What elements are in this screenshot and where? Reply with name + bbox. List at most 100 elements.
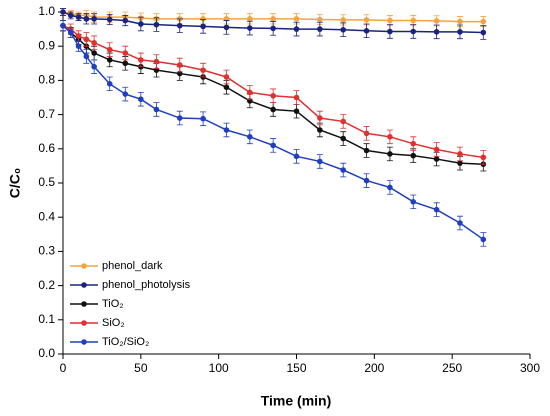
- x-tick-label: 200: [364, 361, 384, 375]
- data-point: [410, 17, 417, 24]
- data-point: [363, 17, 370, 23]
- data-point: [75, 14, 82, 20]
- data-point: [387, 17, 393, 24]
- legend-label: TiO₂/SiO₂: [102, 336, 149, 348]
- x-tick-label: 100: [209, 361, 229, 375]
- data-point: [293, 153, 300, 160]
- data-point: [480, 236, 487, 243]
- data-point: [457, 18, 463, 25]
- data-point: [106, 81, 113, 87]
- data-point: [122, 60, 129, 67]
- data-point: [247, 16, 253, 22]
- y-tick-label: 0.1: [38, 312, 55, 326]
- data-point: [153, 106, 160, 113]
- data-point: [317, 26, 323, 32]
- data-point: [480, 18, 487, 25]
- data-point: [433, 146, 440, 153]
- data-point: [83, 36, 90, 43]
- x-tick-label: 0: [60, 361, 67, 375]
- y-tick-label: 0.4: [38, 209, 55, 223]
- data-point: [75, 33, 82, 39]
- data-point: [223, 24, 230, 31]
- data-point: [387, 28, 393, 35]
- data-point: [340, 118, 347, 125]
- legend-label: SiO₂: [102, 317, 125, 329]
- data-point: [293, 108, 300, 114]
- y-tick-label: 0.5: [38, 175, 55, 189]
- data-point: [340, 17, 347, 23]
- y-tick-label: 0.3: [38, 244, 55, 258]
- data-point: [247, 89, 253, 96]
- data-point: [410, 199, 417, 205]
- data-point: [317, 127, 323, 133]
- data-point: [457, 29, 463, 35]
- data-point: [480, 29, 487, 36]
- data-point: [223, 84, 230, 91]
- x-tick-label: 300: [520, 361, 540, 375]
- data-point: [91, 63, 97, 70]
- data-point: [363, 28, 370, 34]
- data-point: [363, 130, 370, 137]
- data-point: [363, 177, 370, 184]
- data-point: [340, 167, 347, 173]
- data-point: [433, 206, 440, 213]
- y-tick-label: 0.7: [38, 107, 55, 121]
- data-point: [122, 91, 129, 97]
- y-tick-label: 0.0: [38, 346, 55, 360]
- data-point: [410, 152, 417, 159]
- x-axis-title: Time (min): [261, 393, 332, 409]
- data-point: [293, 16, 300, 22]
- y-tick-label: 1.0: [38, 4, 55, 18]
- data-point: [433, 156, 440, 162]
- data-point: [138, 96, 144, 103]
- data-point: [138, 21, 144, 27]
- data-point: [433, 29, 440, 35]
- data-point: [457, 160, 463, 166]
- data-point: [75, 43, 82, 49]
- y-tick-label: 0.6: [38, 141, 55, 155]
- legend-marker: [81, 282, 87, 288]
- data-point: [83, 53, 90, 60]
- data-point: [176, 62, 183, 68]
- data-point: [293, 94, 300, 101]
- data-point: [200, 115, 206, 122]
- data-point: [270, 16, 276, 22]
- data-point: [270, 106, 276, 113]
- data-point: [363, 147, 370, 154]
- legend-label: phenol_photolysis: [102, 279, 191, 291]
- data-point: [410, 28, 417, 35]
- data-point: [270, 142, 276, 149]
- data-point: [176, 22, 183, 29]
- data-point: [223, 127, 230, 133]
- x-tick-label: 250: [442, 361, 462, 375]
- data-point: [340, 26, 347, 33]
- data-point: [457, 220, 463, 226]
- data-point: [91, 39, 97, 46]
- data-point: [106, 16, 113, 23]
- data-point: [153, 21, 160, 28]
- data-point: [91, 50, 97, 56]
- data-point: [433, 18, 440, 24]
- data-point: [60, 22, 66, 29]
- y-tick-label: 0.8: [38, 73, 55, 87]
- data-point: [83, 16, 90, 22]
- data-point: [176, 115, 183, 121]
- y-tick-label: 0.2: [38, 278, 55, 292]
- data-point: [317, 158, 323, 165]
- data-point: [340, 135, 347, 142]
- data-point: [106, 57, 113, 63]
- x-tick-label: 150: [286, 361, 306, 375]
- data-point: [122, 17, 129, 24]
- data-point: [223, 74, 230, 80]
- data-point: [247, 25, 253, 31]
- data-point: [67, 12, 74, 19]
- y-tick-label: 0.9: [38, 38, 55, 52]
- data-point: [122, 50, 129, 56]
- data-point: [387, 184, 393, 191]
- legend-marker: [81, 339, 87, 345]
- legend-marker: [81, 320, 87, 326]
- x-tick-label: 50: [134, 361, 148, 375]
- data-point: [60, 9, 66, 15]
- data-point: [270, 25, 276, 32]
